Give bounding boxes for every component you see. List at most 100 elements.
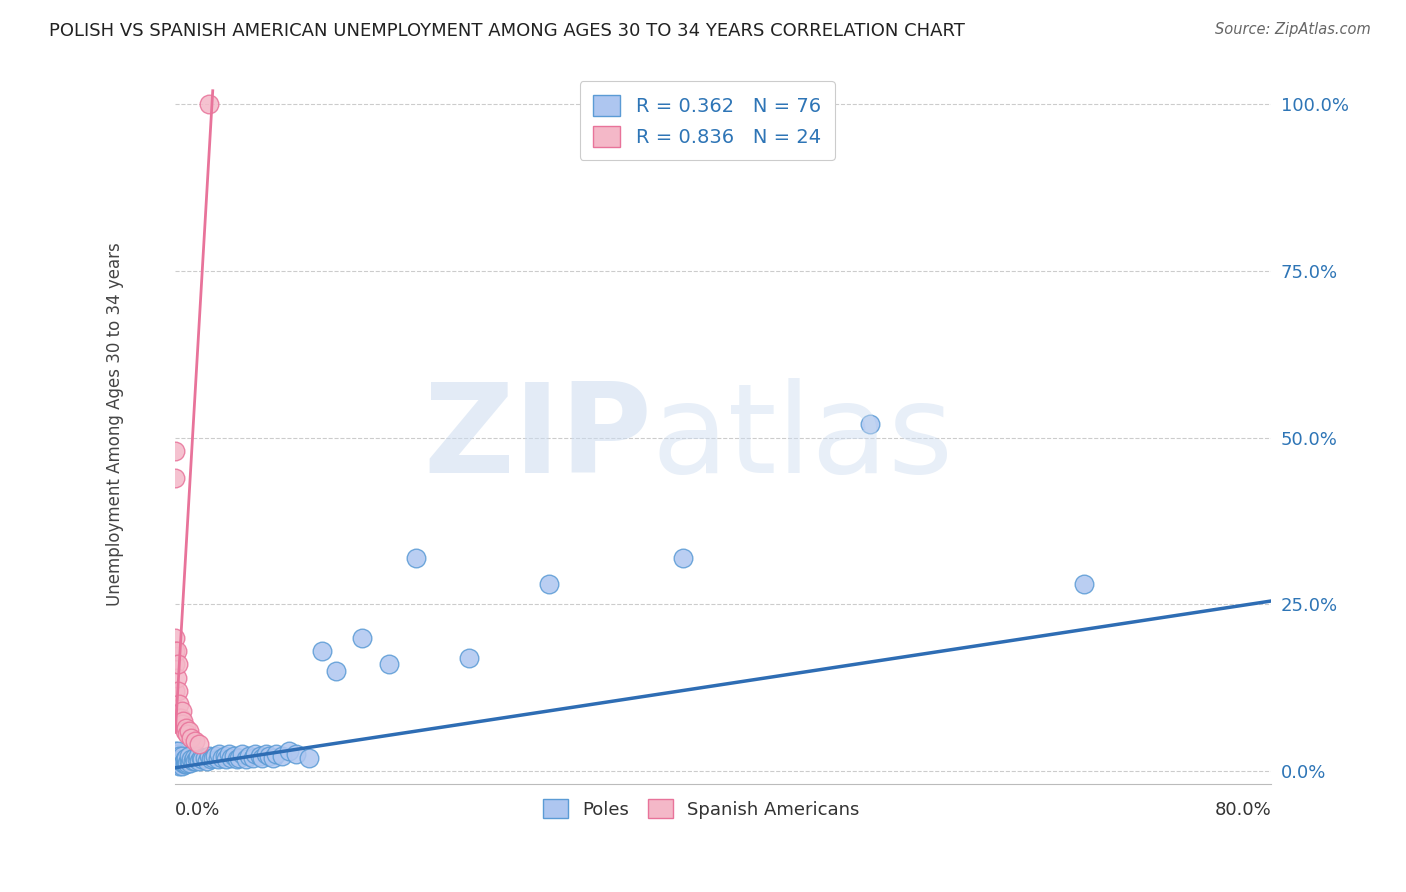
Point — [177, 754, 200, 768]
Point — [277, 744, 299, 758]
Point — [228, 750, 250, 764]
Point — [184, 754, 207, 768]
Text: 0.0%: 0.0% — [176, 801, 221, 819]
Point — [165, 657, 187, 672]
Point — [208, 747, 231, 762]
Point — [188, 754, 211, 768]
Point — [214, 749, 236, 764]
Point — [191, 752, 214, 766]
Point — [167, 750, 190, 764]
Point — [166, 747, 188, 762]
Point — [235, 752, 257, 766]
Point — [173, 724, 195, 739]
Point — [201, 750, 224, 764]
Point — [180, 752, 202, 766]
Point — [165, 644, 187, 658]
Point — [169, 752, 191, 766]
Point — [188, 738, 211, 752]
Point — [170, 749, 193, 764]
Text: ZIP: ZIP — [423, 378, 652, 500]
Point — [458, 650, 481, 665]
Point — [672, 550, 695, 565]
Point — [166, 644, 188, 658]
Point — [165, 744, 187, 758]
Point — [165, 750, 187, 764]
Point — [221, 750, 243, 764]
Point — [166, 671, 188, 685]
Point — [170, 717, 193, 731]
Point — [859, 417, 882, 432]
Point — [197, 97, 219, 112]
Point — [197, 754, 219, 768]
Point — [174, 757, 197, 772]
Point — [325, 664, 347, 678]
Point — [165, 444, 187, 458]
Point — [173, 757, 195, 772]
Text: Unemployment Among Ages 30 to 34 years: Unemployment Among Ages 30 to 34 years — [105, 243, 124, 607]
Point — [167, 744, 190, 758]
Point — [169, 757, 191, 772]
Point — [173, 752, 195, 766]
Point — [179, 756, 201, 770]
Point — [176, 727, 198, 741]
Point — [352, 631, 374, 645]
Point — [167, 757, 190, 772]
Point — [405, 550, 427, 565]
Point — [311, 644, 333, 658]
Point — [298, 750, 321, 764]
Point — [262, 750, 284, 764]
Point — [184, 734, 207, 748]
Point — [257, 749, 280, 764]
Point — [169, 758, 191, 772]
Point — [190, 750, 212, 764]
Point — [224, 749, 246, 764]
Point — [187, 749, 209, 764]
Point — [231, 747, 253, 762]
Point — [271, 749, 294, 764]
Point — [166, 757, 188, 772]
Point — [1073, 577, 1095, 591]
Point — [194, 750, 217, 764]
Point — [177, 749, 200, 764]
Text: POLISH VS SPANISH AMERICAN UNEMPLOYMENT AMONG AGES 30 TO 34 YEARS CORRELATION CH: POLISH VS SPANISH AMERICAN UNEMPLOYMENT … — [49, 22, 965, 40]
Point — [165, 470, 187, 484]
Point — [176, 756, 198, 770]
Point — [169, 711, 191, 725]
Point — [165, 684, 187, 698]
Point — [169, 754, 191, 768]
Point — [165, 631, 187, 645]
Point — [254, 747, 277, 762]
Point — [165, 757, 187, 772]
Point — [169, 711, 191, 725]
Point — [211, 750, 233, 764]
Point — [186, 752, 208, 766]
Point — [249, 749, 271, 764]
Point — [538, 577, 561, 591]
Point — [169, 749, 191, 764]
Point — [207, 752, 229, 766]
Point — [166, 754, 188, 768]
Point — [170, 754, 193, 768]
Point — [250, 750, 273, 764]
Point — [284, 747, 307, 762]
Point — [169, 698, 191, 712]
Point — [172, 714, 194, 728]
Text: 80.0%: 80.0% — [1215, 801, 1271, 819]
Point — [183, 750, 205, 764]
Legend: Poles, Spanish Americans: Poles, Spanish Americans — [536, 791, 868, 826]
Text: Source: ZipAtlas.com: Source: ZipAtlas.com — [1215, 22, 1371, 37]
Point — [378, 657, 401, 672]
Point — [238, 749, 260, 764]
Point — [167, 657, 190, 672]
Point — [218, 747, 240, 762]
Point — [177, 724, 200, 739]
Point — [180, 731, 202, 745]
Point — [181, 754, 204, 768]
Point — [204, 749, 226, 764]
Point — [167, 684, 190, 698]
Point — [174, 721, 197, 735]
Point — [245, 747, 267, 762]
Point — [172, 756, 194, 770]
Point — [264, 747, 287, 762]
Point — [200, 752, 222, 766]
